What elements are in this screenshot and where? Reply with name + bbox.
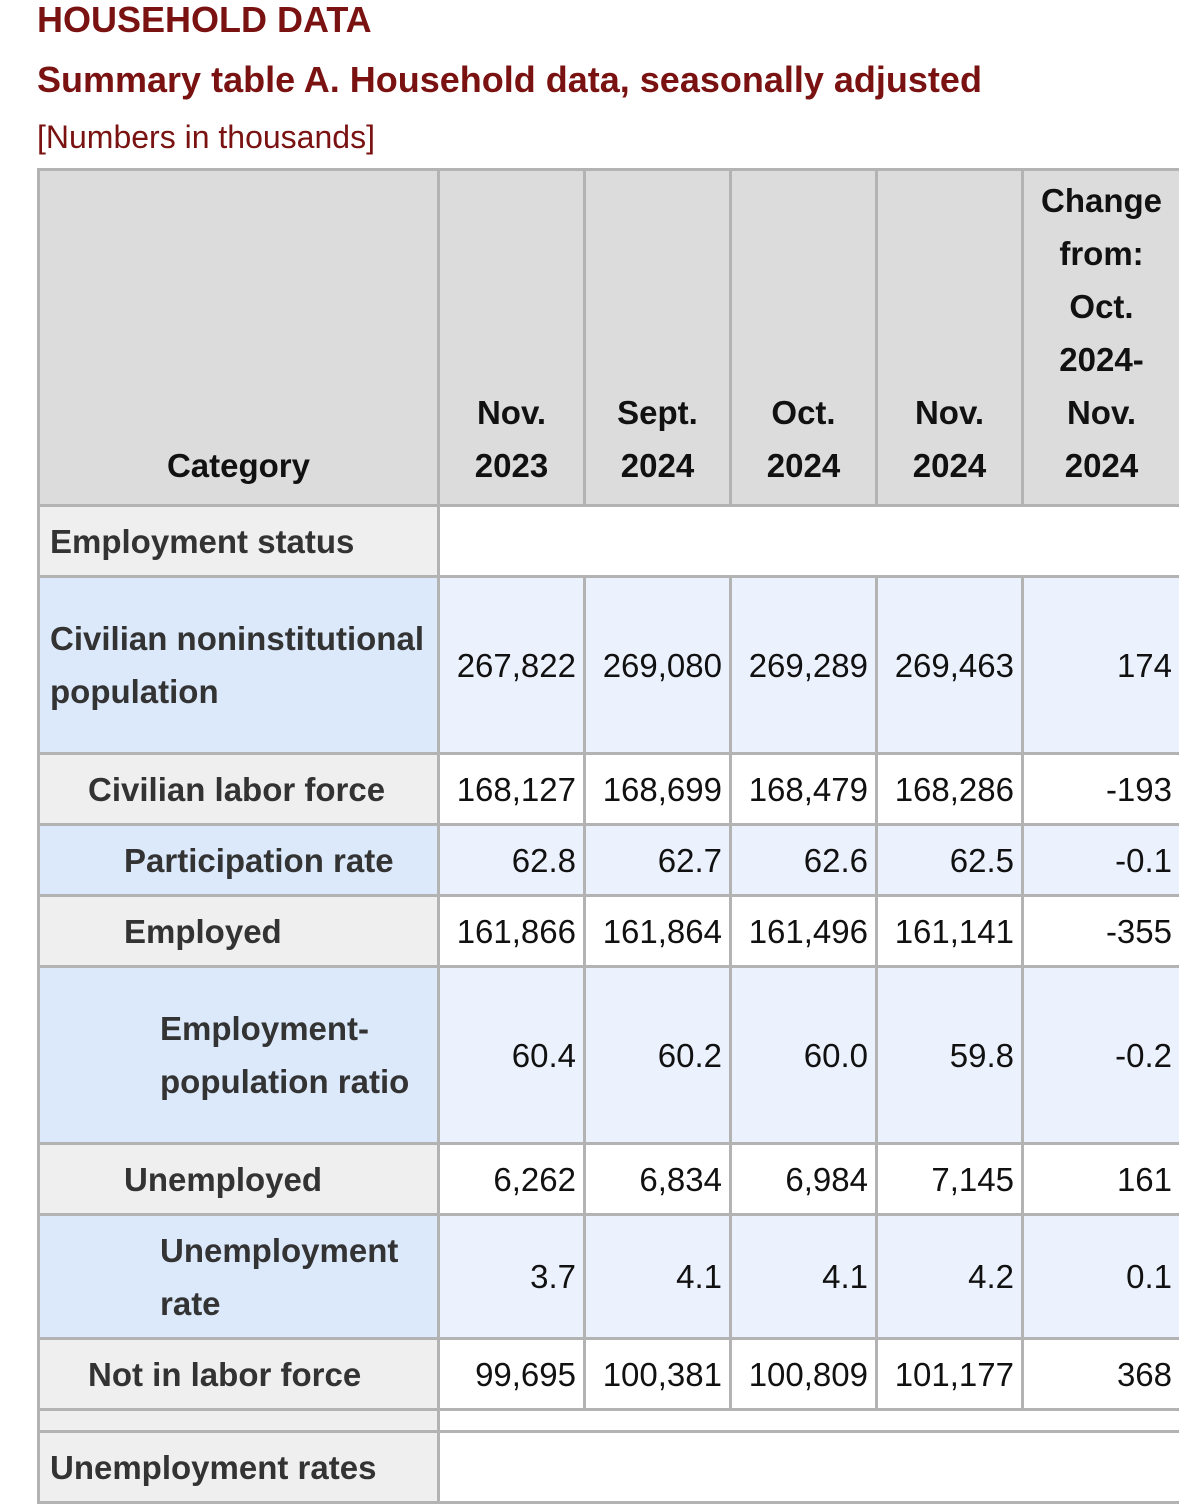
spacer-row (39, 1410, 1179, 1432)
row-label: Not in labor force (39, 1339, 439, 1410)
column-header-nov-2023: Nov. 2023 (439, 170, 585, 506)
table-row: Unemployed 6,262 6,834 6,984 7,145 161 (39, 1144, 1179, 1215)
table-row: Not in labor force 99,695 100,381 100,80… (39, 1339, 1179, 1410)
column-header-nov-2024: Nov. 2024 (877, 170, 1023, 506)
row-label: Unemployment rate (39, 1215, 439, 1339)
cell-change: 174 (1023, 577, 1179, 754)
cell-nov-2023: 168,127 (439, 754, 585, 825)
table-row: Civilian labor force 168,127 168,699 168… (39, 754, 1179, 825)
cell-nov-2024: 62.5 (877, 825, 1023, 896)
cell-oct-2024: 100,809 (731, 1339, 877, 1410)
cell-oct-2024: 269,289 (731, 577, 877, 754)
section-row: Employment status (39, 506, 1179, 577)
cell-sept-2024: 161,864 (585, 896, 731, 967)
cell-nov-2023: 60.4 (439, 967, 585, 1144)
cell-oct-2024: 60.0 (731, 967, 877, 1144)
table-row: Employed 161,866 161,864 161,496 161,141… (39, 896, 1179, 967)
cell-oct-2024: 6,984 (731, 1144, 877, 1215)
row-label: Civilian labor force (39, 754, 439, 825)
cell-nov-2024: 7,145 (877, 1144, 1023, 1215)
cell-nov-2024: 168,286 (877, 754, 1023, 825)
cell-change: 0.1 (1023, 1215, 1179, 1339)
cell-nov-2024: 4.2 (877, 1215, 1023, 1339)
cell-change: -193 (1023, 754, 1179, 825)
section-label-employment-status: Employment status (39, 506, 439, 577)
cell-nov-2024: 161,141 (877, 896, 1023, 967)
spacer-cell (439, 1410, 1179, 1432)
cell-change: 368 (1023, 1339, 1179, 1410)
cell-nov-2024: 269,463 (877, 577, 1023, 754)
cell-change: -0.1 (1023, 825, 1179, 896)
cell-oct-2024: 168,479 (731, 754, 877, 825)
household-data-table: Category Nov. 2023 Sept. 2024 Oct. 2024 … (37, 168, 1179, 1504)
cell-sept-2024: 60.2 (585, 967, 731, 1144)
cell-nov-2024: 59.8 (877, 967, 1023, 1144)
cell-sept-2024: 168,699 (585, 754, 731, 825)
spacer-cell (39, 1410, 439, 1432)
column-header-category: Category (39, 170, 439, 506)
cell-nov-2023: 161,866 (439, 896, 585, 967)
cell-change: 161 (1023, 1144, 1179, 1215)
cell-sept-2024: 62.7 (585, 825, 731, 896)
cell-nov-2023: 3.7 (439, 1215, 585, 1339)
cell-nov-2023: 267,822 (439, 577, 585, 754)
row-label: Civilian noninstitutional population (39, 577, 439, 754)
section-row: Unemployment rates (39, 1432, 1179, 1503)
row-label: Participation rate (39, 825, 439, 896)
row-label: Employed (39, 896, 439, 967)
cell-nov-2023: 62.8 (439, 825, 585, 896)
section-blank-cell (439, 1432, 1179, 1503)
row-label: Unemployed (39, 1144, 439, 1215)
cell-change: -0.2 (1023, 967, 1179, 1144)
table-row: Participation rate 62.8 62.7 62.6 62.5 -… (39, 825, 1179, 896)
cell-sept-2024: 6,834 (585, 1144, 731, 1215)
column-header-change: Change from: Oct. 2024-Nov. 2024 (1023, 170, 1179, 506)
row-label: Employment-population ratio (39, 967, 439, 1144)
cell-sept-2024: 4.1 (585, 1215, 731, 1339)
cell-oct-2024: 4.1 (731, 1215, 877, 1339)
cell-nov-2023: 99,695 (439, 1339, 585, 1410)
table-row: Civilian noninstitutional population 267… (39, 577, 1179, 754)
cell-nov-2023: 6,262 (439, 1144, 585, 1215)
cell-change: -355 (1023, 896, 1179, 967)
cell-sept-2024: 100,381 (585, 1339, 731, 1410)
page-title: HOUSEHOLD DATA (37, 0, 372, 42)
section-blank-cell (439, 506, 1179, 577)
units-note: [Numbers in thousands] (37, 118, 375, 156)
cell-oct-2024: 161,496 (731, 896, 877, 967)
section-label-unemployment-rates: Unemployment rates (39, 1432, 439, 1503)
table-title: Summary table A. Household data, seasona… (37, 58, 982, 102)
column-header-oct-2024: Oct. 2024 (731, 170, 877, 506)
header-row: Category Nov. 2023 Sept. 2024 Oct. 2024 … (39, 170, 1179, 506)
column-header-sept-2024: Sept. 2024 (585, 170, 731, 506)
cell-oct-2024: 62.6 (731, 825, 877, 896)
cell-nov-2024: 101,177 (877, 1339, 1023, 1410)
table-row: Employment-population ratio 60.4 60.2 60… (39, 967, 1179, 1144)
cell-sept-2024: 269,080 (585, 577, 731, 754)
table-row: Unemployment rate 3.7 4.1 4.1 4.2 0.1 (39, 1215, 1179, 1339)
